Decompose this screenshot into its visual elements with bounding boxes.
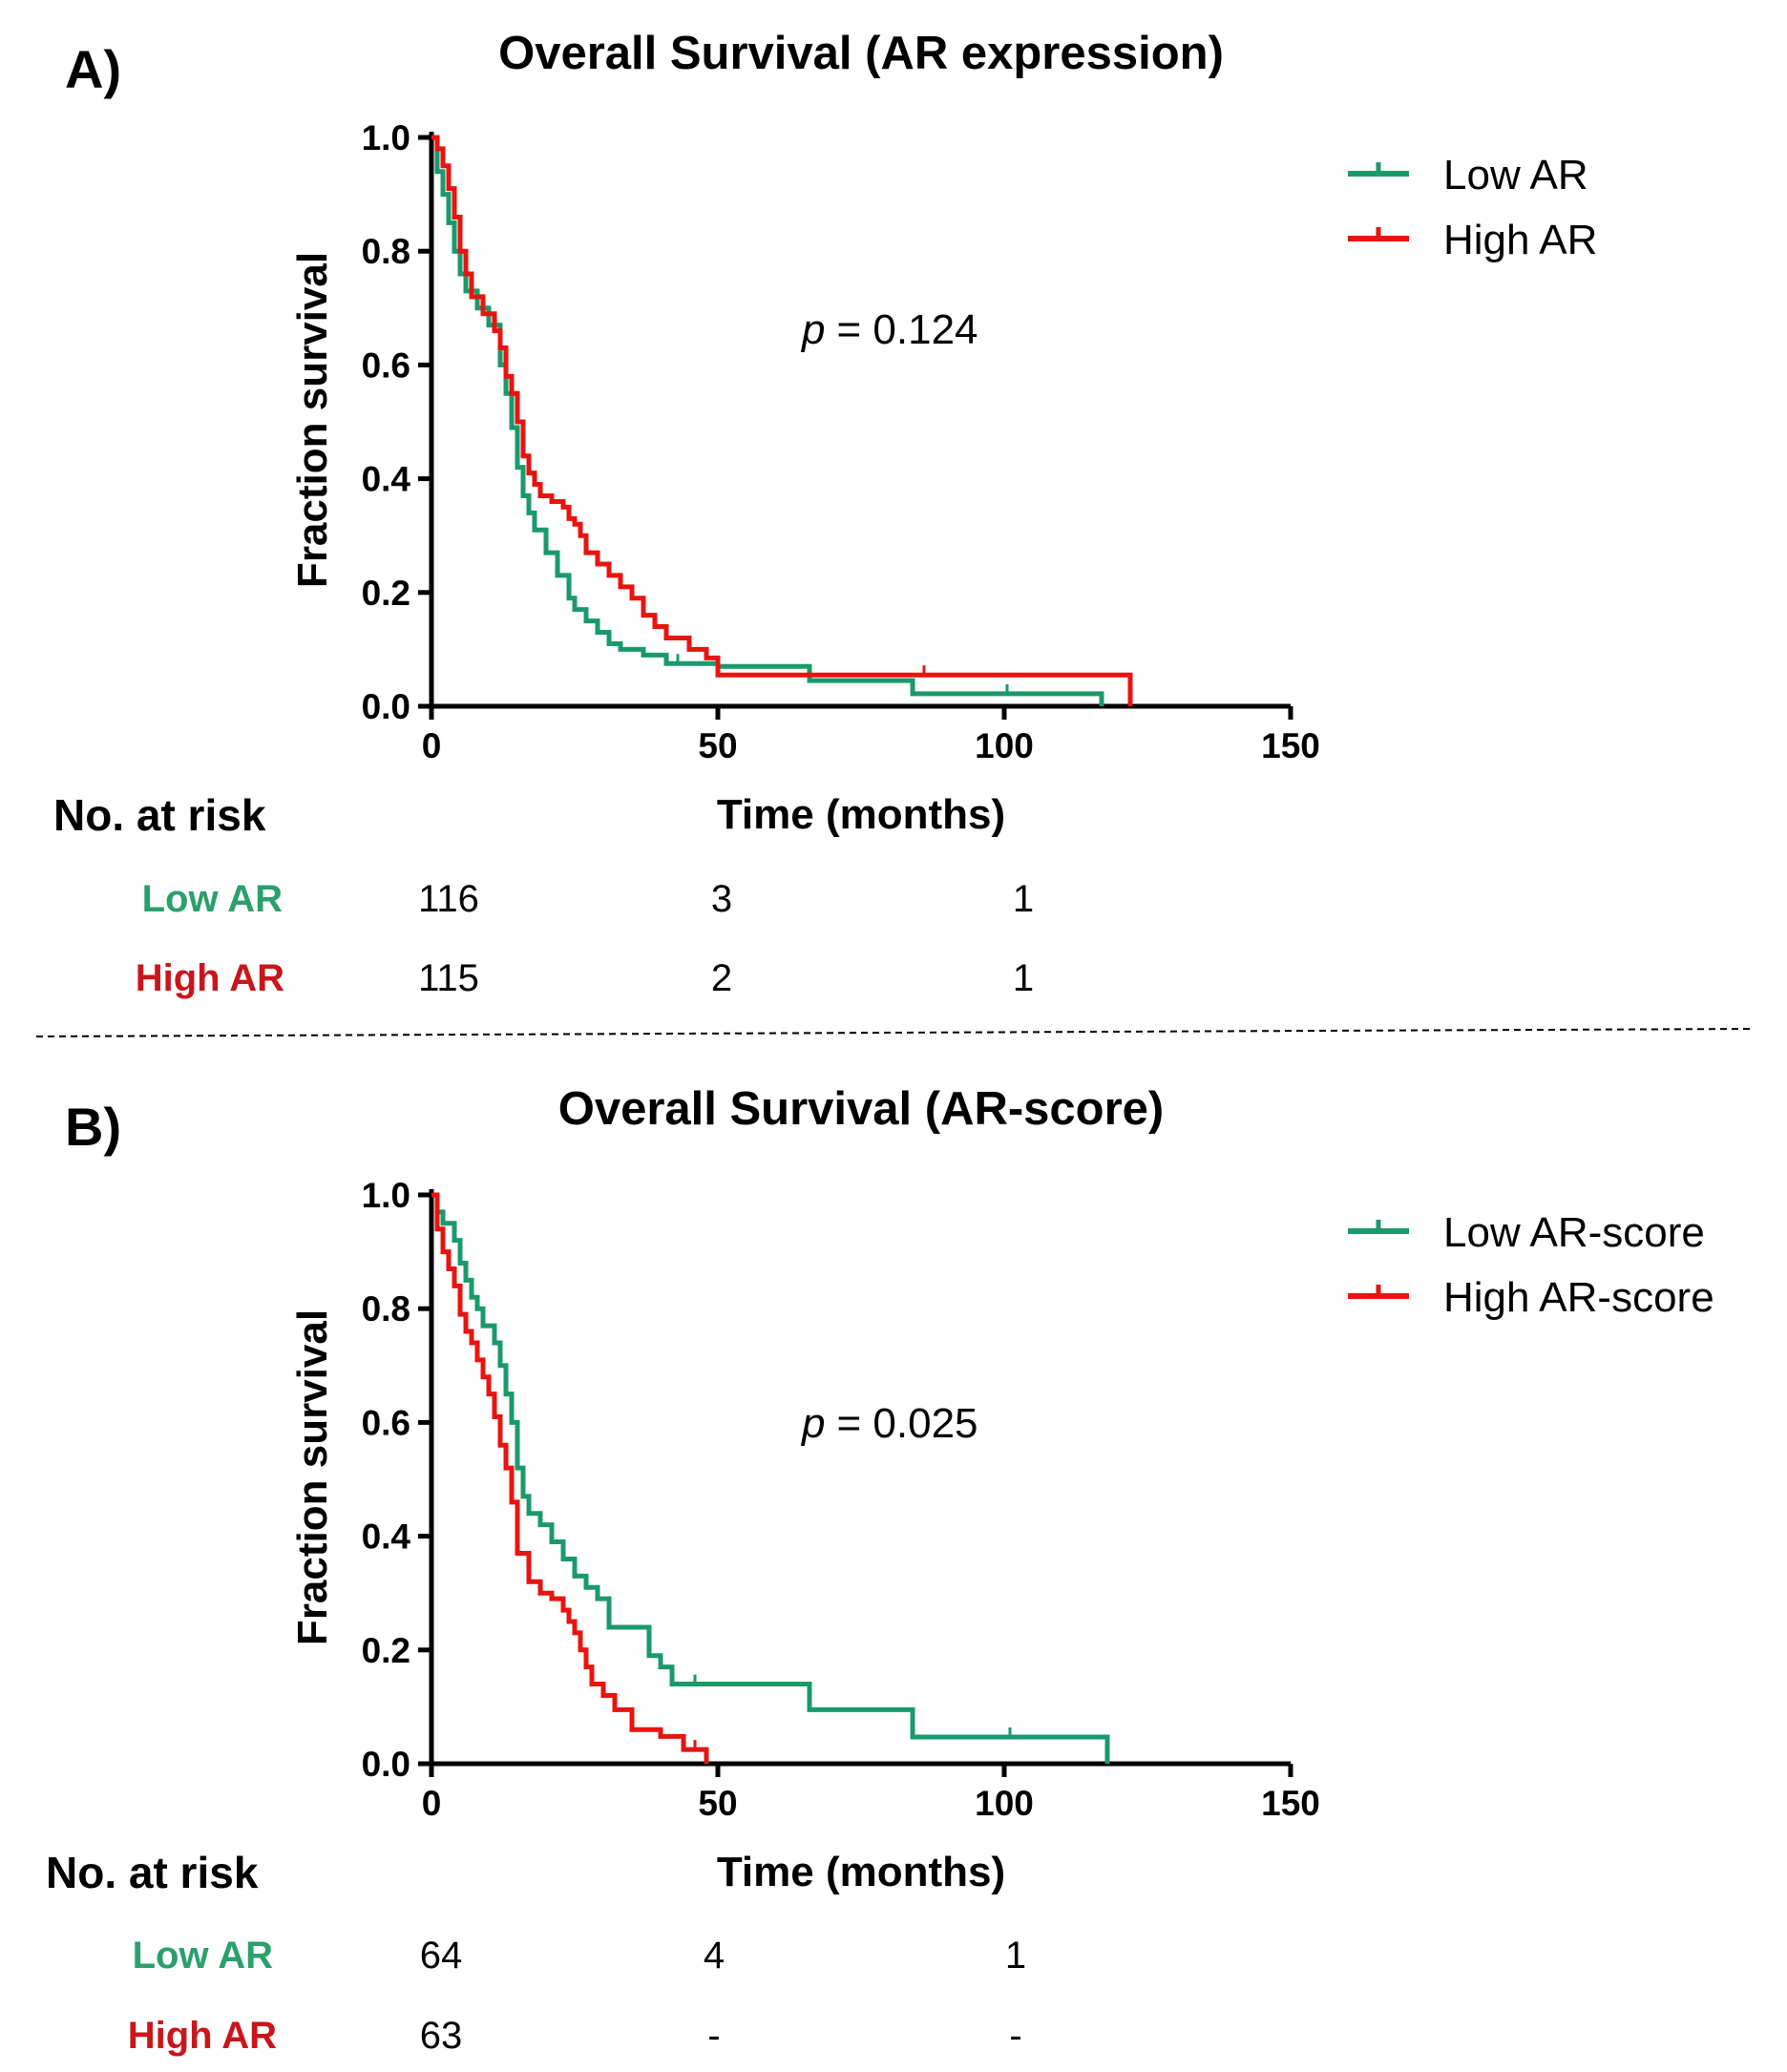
panel-b-y-axis-label: Fraction survival xyxy=(289,1309,336,1645)
panel-b-legend-item-high: High AR-score xyxy=(1348,1274,1714,1321)
panel-b-at-risk-low-50: 4 xyxy=(704,1935,725,1977)
panel-b-at-risk-low-100: 1 xyxy=(1005,1935,1026,1977)
panel-a-series-high-curve xyxy=(431,135,1133,706)
panel-b-p-value: = 0.025 xyxy=(836,1400,978,1447)
panel-b-legend-item-low: Low AR-score xyxy=(1348,1209,1705,1256)
panel-a-at-risk-heading: No. at risk xyxy=(53,790,266,840)
panel-a-y-tick-label: 0.6 xyxy=(362,345,410,385)
panel-a-at-risk-label-high: High AR xyxy=(136,957,284,999)
panel-b-x-tick-label: 150 xyxy=(1261,1784,1320,1823)
panel-a-at-risk-high-0: 115 xyxy=(418,957,479,999)
panel-a-y-tick-label: 0.8 xyxy=(362,232,410,271)
panel-a-series-low-curve xyxy=(431,135,1104,706)
panel-b-x-tick-label: 50 xyxy=(698,1784,737,1823)
panel-a-x-tick-label: 150 xyxy=(1261,726,1320,765)
panel-a-title: Overall Survival (AR expression) xyxy=(498,28,1224,79)
panel-b-plot-area: 0.0 0.2 0.4 0.6 0.8 1.0 0 50 100 150 xyxy=(362,1176,1320,1823)
panel-a-p-symbol: p xyxy=(800,306,825,353)
panel-b-x-axis-label: Time (months) xyxy=(717,1849,1005,1895)
panel-b-at-risk-label-low: Low AR xyxy=(133,1935,273,1977)
panel-a-x-tick-label: 100 xyxy=(975,726,1034,765)
panel-a-legend-item-high: High AR xyxy=(1348,217,1597,263)
panel-a-p-annotation: p = 0.124 xyxy=(800,306,978,353)
panel-b-y-tick-label: 0.2 xyxy=(362,1631,410,1670)
panel-b-y-tick-label: 0.8 xyxy=(362,1289,410,1329)
panel-a-legend-label-high: High AR xyxy=(1443,217,1597,263)
panel-b-at-risk-label-high: High AR xyxy=(128,2015,277,2057)
panel-b-at-risk-low-0: 64 xyxy=(420,1935,463,1977)
panel-b-y-tick-label: 0.4 xyxy=(362,1517,411,1557)
panel-a-plot-area: 0.0 0.2 0.4 0.6 0.8 1.0 0 50 100 150 xyxy=(362,118,1320,765)
panel-a-p-value: = 0.124 xyxy=(836,306,978,353)
panel-b-at-risk-high-50: - xyxy=(707,2015,720,2057)
panel-b-series-low-curve xyxy=(431,1192,1110,1764)
panel-b-y-tick-label: 0.0 xyxy=(362,1745,410,1784)
panel-a-legend-item-low: Low AR xyxy=(1348,152,1588,199)
panel-a-y-tick-label: 0.0 xyxy=(362,687,410,726)
panel-a: A) Overall Survival (AR expression) 0.00… xyxy=(53,28,1597,999)
panel-b-x-tick-label: 0 xyxy=(422,1784,442,1823)
panel-b-y-tick-label: 0.6 xyxy=(362,1403,410,1442)
panel-b-at-risk-high-0: 63 xyxy=(420,2015,463,2057)
panel-b: B) Overall Survival (AR-score) 0.0 0.2 0.4… xyxy=(46,1083,1714,2057)
panel-a-y-tick-label: 1.0 xyxy=(362,118,410,157)
panel-divider xyxy=(35,1028,1754,1037)
panel-a-x-tick-label: 50 xyxy=(698,726,737,765)
panel-b-y-tick-label: 1.0 xyxy=(362,1176,410,1215)
panel-b-legend: Low AR-score High AR-score xyxy=(1348,1209,1714,1321)
panel-b-label: B) xyxy=(65,1097,121,1157)
panel-a-y-tick-label: 0.2 xyxy=(362,574,410,613)
panel-b-title: Overall Survival (AR-score) xyxy=(558,1083,1165,1135)
panel-a-at-risk-table: No. at risk Low AR 116 3 1 High AR 115 2… xyxy=(53,790,1034,999)
panel-a-legend: Low AR High AR xyxy=(1348,152,1597,263)
panel-b-series-high-curve xyxy=(431,1192,709,1764)
panel-b-at-risk-high-100: - xyxy=(1009,2015,1021,2057)
panel-a-y-axis-label: Fraction survival xyxy=(289,252,336,588)
panel-b-x-tick-label: 100 xyxy=(975,1784,1034,1823)
panel-a-label: A) xyxy=(65,39,121,99)
panel-b-legend-label-low: Low AR-score xyxy=(1443,1209,1705,1256)
panel-b-at-risk-heading: No. at risk xyxy=(46,1848,259,1897)
panel-a-at-risk-high-50: 2 xyxy=(711,957,732,999)
panel-b-at-risk-table: No. at risk Low AR 64 4 1 High AR 63 - - xyxy=(46,1848,1026,2057)
panel-b-p-annotation: p = 0.025 xyxy=(800,1400,978,1447)
panel-b-p-symbol: p xyxy=(800,1400,825,1447)
panel-a-legend-label-low: Low AR xyxy=(1443,152,1588,199)
panel-a-at-risk-low-50: 3 xyxy=(711,878,732,920)
panel-a-at-risk-low-0: 116 xyxy=(418,878,479,920)
panel-a-y-tick-label: 0.4 xyxy=(362,460,411,499)
panel-a-at-risk-high-100: 1 xyxy=(1013,957,1034,999)
panel-a-x-axis-label: Time (months) xyxy=(717,791,1005,838)
panel-a-at-risk-label-low: Low AR xyxy=(142,878,283,920)
panel-a-x-tick-label: 0 xyxy=(422,726,442,765)
panel-a-at-risk-low-100: 1 xyxy=(1013,878,1034,920)
panel-b-legend-label-high: High AR-score xyxy=(1443,1274,1714,1321)
